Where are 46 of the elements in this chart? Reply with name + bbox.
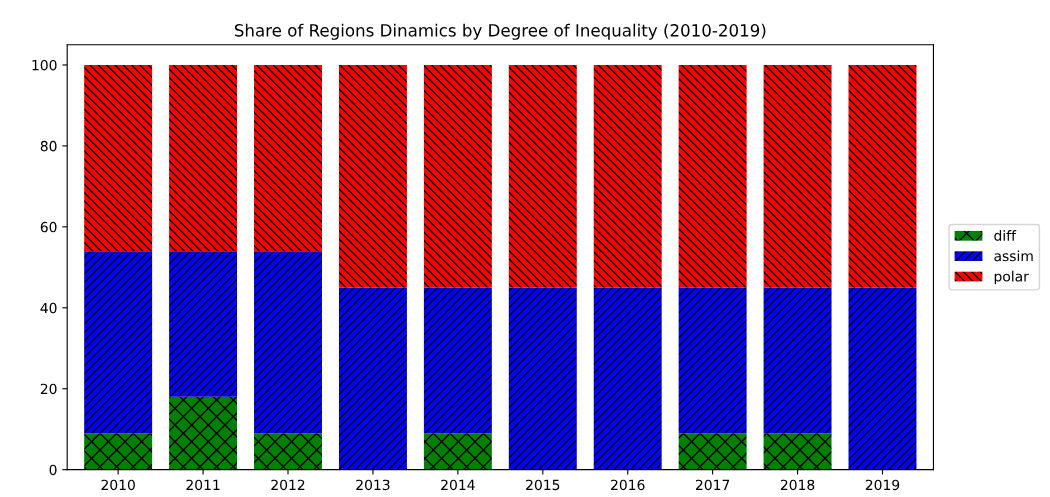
bar [84, 251, 153, 434]
bar [169, 396, 238, 470]
bar [678, 433, 747, 470]
x-tick-label: 2018 [780, 479, 815, 491]
y-tick-label: 100 [32, 59, 57, 71]
x-tick-label: 2010 [101, 479, 135, 491]
legend-label: diff [994, 230, 1017, 241]
bar [763, 433, 832, 470]
bar [423, 433, 492, 470]
bar [254, 251, 322, 434]
x-tick-label: 2016 [611, 479, 645, 491]
x-tick-label: 2014 [441, 479, 475, 491]
bar [508, 64, 577, 288]
y-tick-label: 20 [40, 383, 57, 395]
x-tick-label: 2012 [271, 479, 305, 491]
x-tick-label: 2017 [695, 479, 730, 491]
bar [338, 64, 407, 288]
bar [763, 64, 832, 288]
y-tick-label: 40 [40, 302, 57, 314]
y-tick-label: 80 [40, 140, 57, 152]
bar [508, 287, 577, 470]
chart-title: Share of Regions Dinamics by Degree of Inequality (2010-2019) [234, 23, 766, 40]
bar [848, 64, 917, 288]
bar [593, 64, 662, 288]
bar [169, 64, 238, 252]
bar [423, 287, 492, 434]
y-tick-label: 0 [49, 464, 57, 476]
bar [848, 287, 917, 470]
bar [254, 433, 322, 470]
bar [763, 287, 832, 434]
x-tick-label: 2013 [356, 479, 390, 491]
bar [84, 64, 153, 252]
legend-label: polar [994, 270, 1029, 285]
y-tick-label: 60 [40, 221, 57, 233]
x-tick-label: 2019 [865, 479, 900, 491]
bar [678, 287, 747, 434]
bar [593, 287, 662, 470]
x-tick-label: 2015 [526, 479, 560, 491]
bar [678, 64, 747, 288]
bar [338, 287, 407, 470]
bar [84, 433, 153, 470]
legend-label: assim [994, 250, 1033, 262]
bar [254, 64, 322, 252]
x-tick-label: 2011 [186, 479, 220, 491]
bar [169, 251, 238, 397]
bar [423, 64, 492, 288]
